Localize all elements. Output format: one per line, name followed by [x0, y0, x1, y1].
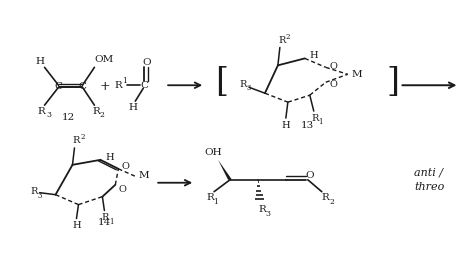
Text: R: R: [30, 187, 37, 196]
Text: H: H: [282, 121, 290, 130]
Text: 2: 2: [80, 133, 85, 141]
Text: 3: 3: [37, 192, 42, 200]
Text: R: R: [92, 107, 100, 116]
Text: R: R: [258, 205, 266, 214]
Text: H: H: [129, 103, 138, 112]
Text: threo: threo: [414, 182, 445, 192]
Text: 3: 3: [265, 210, 270, 218]
Text: R: R: [73, 136, 80, 145]
Text: H: H: [310, 51, 318, 60]
Text: R: R: [311, 114, 319, 123]
Text: OH: OH: [204, 148, 222, 157]
Text: H: H: [35, 57, 44, 66]
Text: 1: 1: [109, 218, 114, 226]
Text: C: C: [55, 82, 63, 91]
Text: R: R: [322, 193, 329, 202]
Text: 3: 3: [46, 111, 51, 119]
Text: ]: ]: [386, 66, 399, 98]
Text: C: C: [140, 81, 148, 90]
Text: R: R: [278, 36, 285, 45]
Text: 3: 3: [247, 84, 251, 92]
Text: O: O: [305, 171, 314, 180]
Polygon shape: [218, 160, 232, 180]
Text: +: +: [100, 80, 111, 93]
Text: 2: 2: [329, 198, 334, 206]
Text: OM: OM: [95, 55, 114, 64]
Text: 1: 1: [214, 198, 219, 206]
Text: O: O: [330, 62, 337, 71]
Text: H: H: [105, 153, 114, 162]
Text: 2: 2: [286, 33, 290, 41]
Text: 14: 14: [98, 218, 111, 227]
Text: R: R: [38, 107, 46, 116]
Text: O: O: [118, 185, 126, 194]
Text: 2: 2: [100, 111, 105, 119]
Text: anti /: anti /: [414, 168, 444, 178]
Text: R: R: [206, 193, 214, 202]
Text: M: M: [351, 70, 362, 79]
Text: 13: 13: [301, 121, 314, 130]
Text: O: O: [121, 162, 129, 171]
Text: [: [: [216, 66, 228, 98]
Text: R: R: [115, 81, 122, 90]
Text: O: O: [142, 58, 151, 67]
Text: 1: 1: [122, 77, 127, 85]
Text: C: C: [79, 82, 86, 91]
Text: H: H: [72, 221, 81, 230]
Text: M: M: [139, 171, 150, 180]
Text: R: R: [102, 213, 109, 222]
Text: 12: 12: [62, 113, 75, 122]
Text: O: O: [330, 80, 337, 89]
Text: 1: 1: [319, 118, 323, 126]
Text: R: R: [239, 80, 246, 89]
